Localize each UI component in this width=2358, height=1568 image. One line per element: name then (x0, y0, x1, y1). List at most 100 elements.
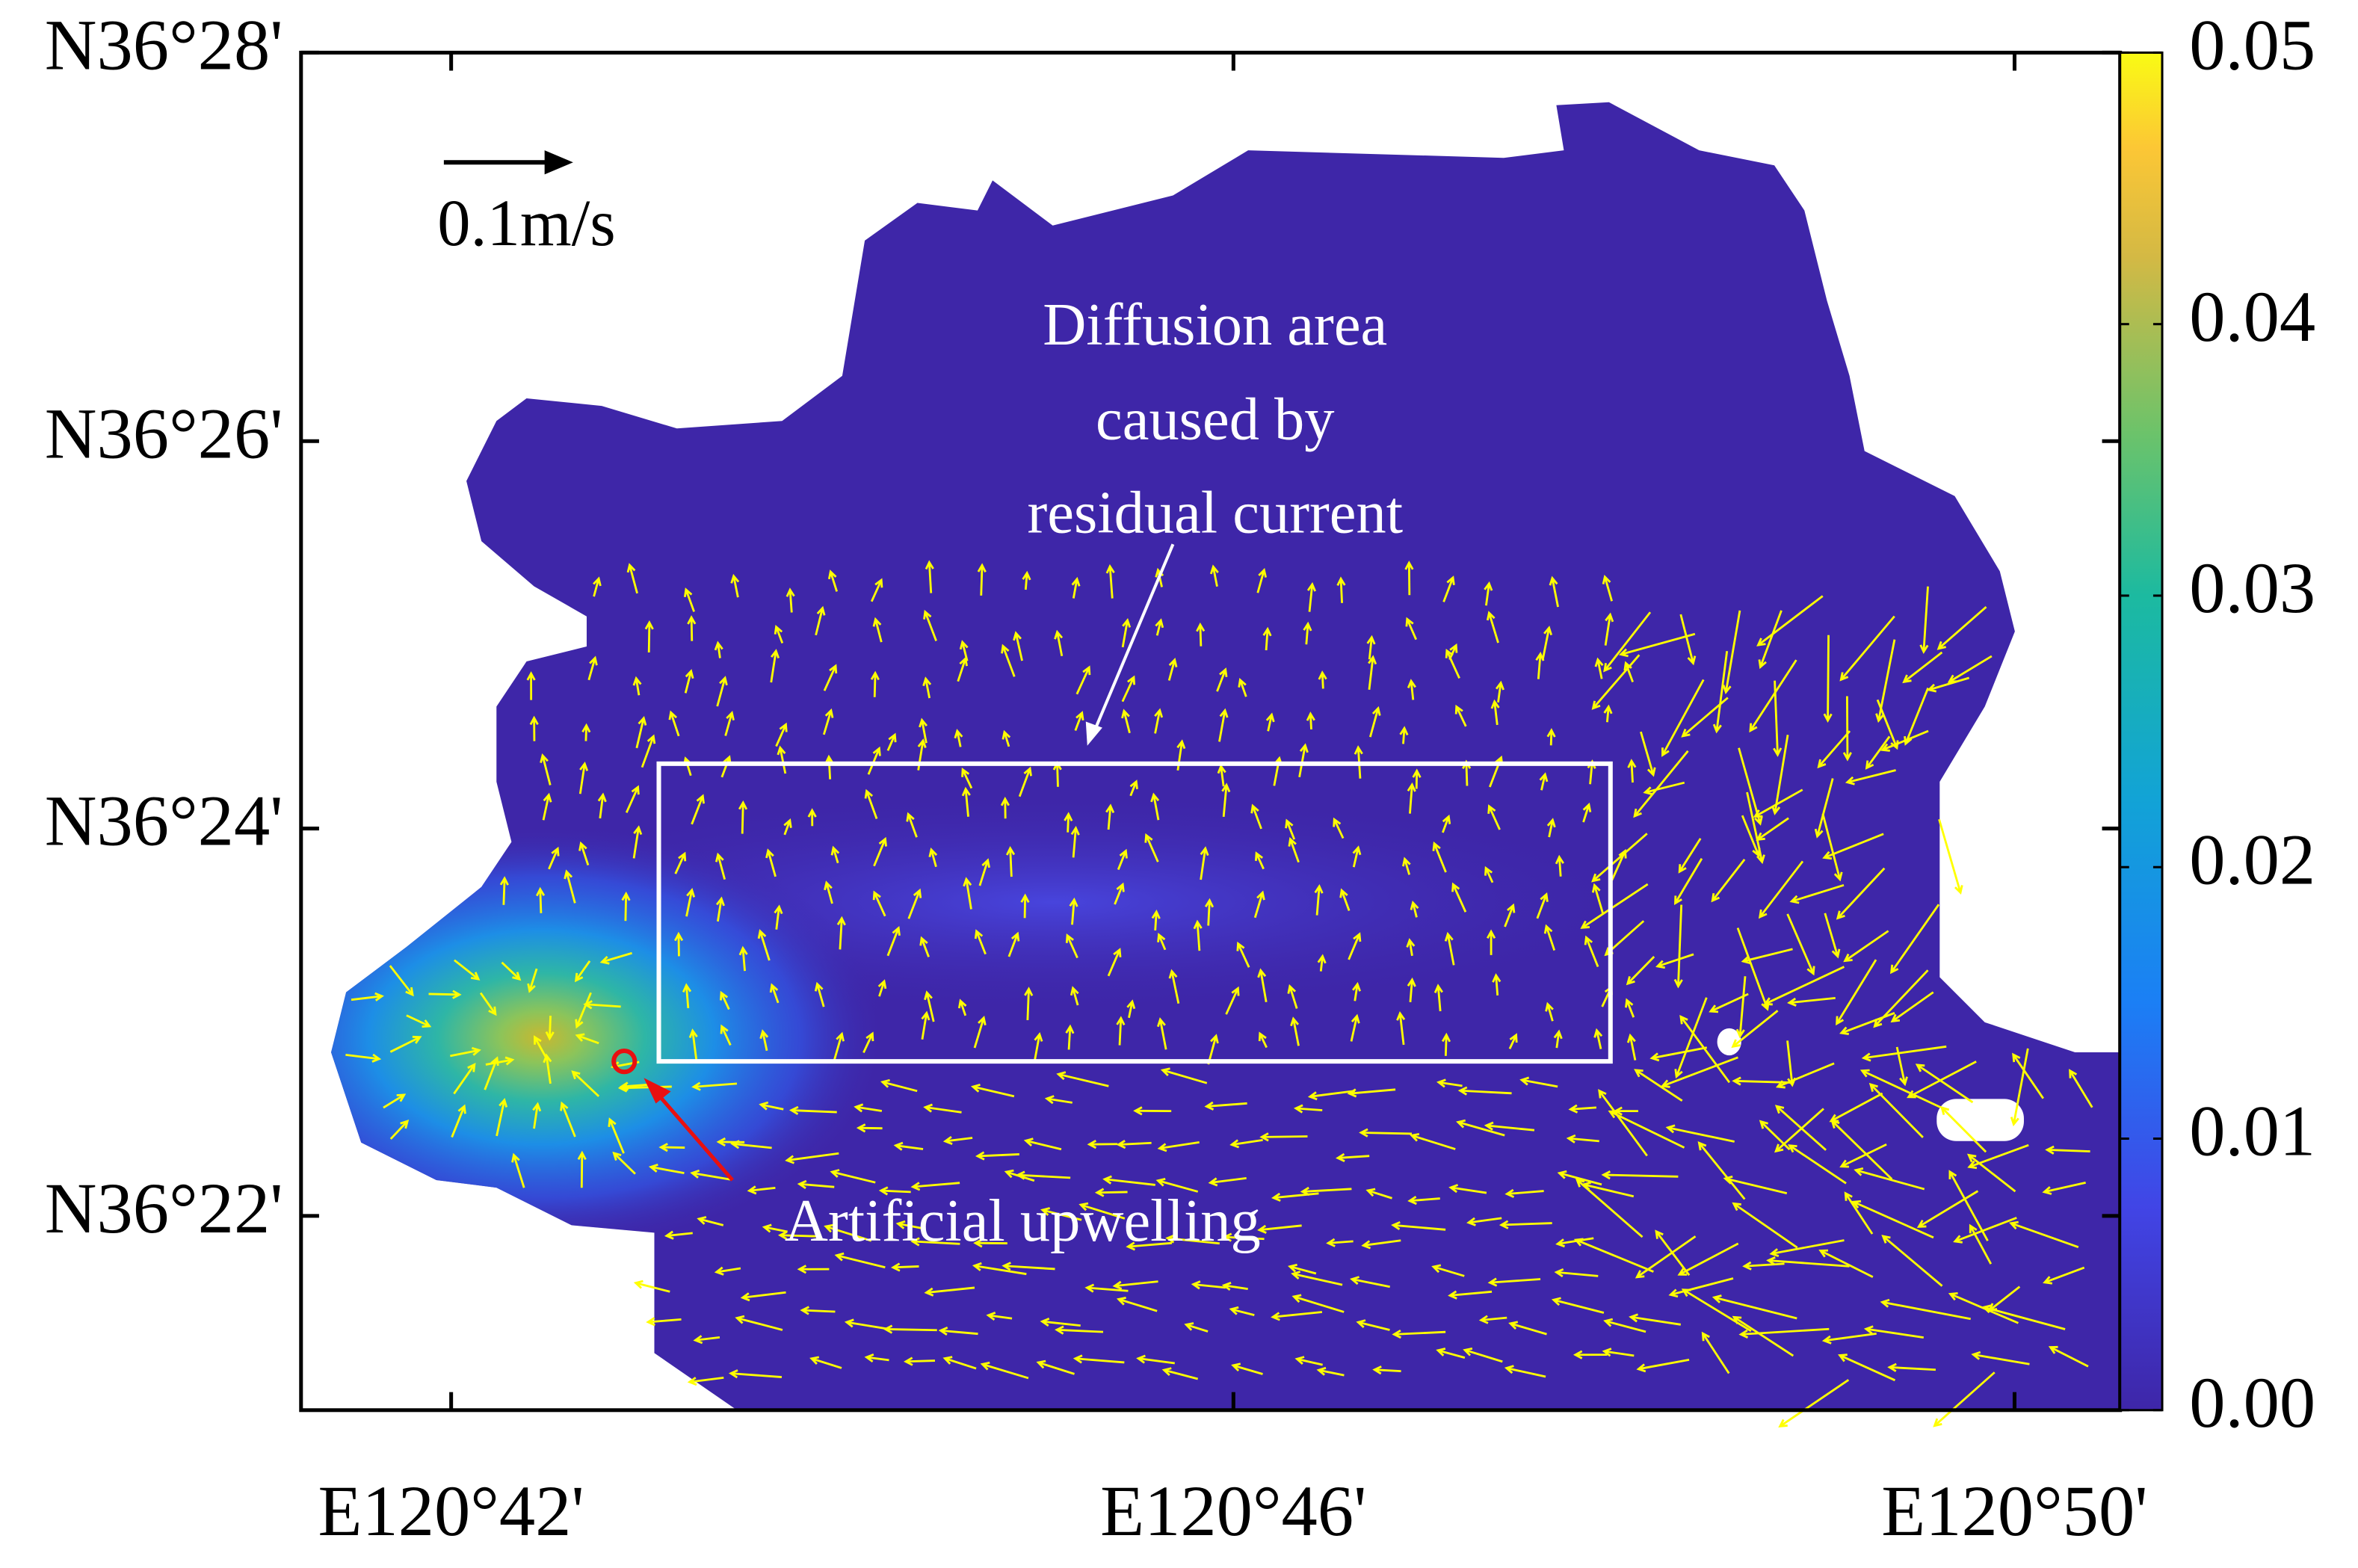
current-arrowhead (1484, 1121, 1494, 1131)
current-arrow (1786, 1040, 1794, 1085)
current-arrow (1273, 1192, 1319, 1200)
current-arrow (1450, 1186, 1487, 1194)
current-arrow (1791, 883, 1845, 903)
current-arrow (1734, 1079, 1791, 1084)
current-arrowhead (800, 1306, 809, 1315)
current-arrowhead (1723, 1175, 1733, 1185)
current-arrow (1025, 1139, 1062, 1151)
current-arrow (1710, 993, 1749, 1013)
current-arrow (732, 1143, 772, 1149)
current-arrowhead (1222, 1232, 1232, 1242)
current-arrowhead (1756, 832, 1765, 842)
current-arrow (1928, 676, 1970, 691)
current-arrowhead (1661, 747, 1670, 757)
current-arrow (823, 665, 837, 691)
current-arrowhead (1836, 910, 1845, 920)
current-arrow (1007, 933, 1019, 957)
current-arrowhead (1732, 1076, 1741, 1086)
current-arrow (1626, 955, 1655, 985)
current-arrowhead (1065, 1024, 1075, 1034)
current-arrowhead (730, 573, 740, 584)
current-arrow (1066, 935, 1078, 959)
current-arrow (1759, 1120, 1791, 1151)
current-arrow (1736, 927, 1769, 1010)
current-arrow (684, 670, 693, 694)
current-arrow (1630, 1315, 1682, 1326)
current-arrow (1464, 1348, 1503, 1363)
current-arrow (1238, 679, 1247, 697)
current-arrow (1831, 1120, 1893, 1180)
current-arrowhead (1168, 969, 1178, 979)
current-arrowhead (1602, 574, 1611, 584)
current-arrow (1096, 1191, 1128, 1194)
current-arrow (1406, 618, 1418, 641)
current-arrow (1670, 1277, 1734, 1296)
current-arrow (873, 892, 886, 917)
current-arrowhead (1629, 1313, 1639, 1323)
current-arrowhead (638, 715, 647, 726)
current-arrowhead (1221, 1282, 1232, 1291)
current-arrowhead (457, 1104, 466, 1114)
current-arrow (959, 1000, 967, 1016)
current-arrowhead (1116, 882, 1125, 892)
current-arrowhead (1024, 987, 1034, 996)
current-arrowhead (1168, 658, 1178, 667)
current-arrowhead (765, 848, 774, 859)
current-arrowhead (1742, 1261, 1752, 1271)
current-arrowhead (924, 1287, 934, 1297)
current-arrowhead (1116, 1016, 1126, 1026)
current-arrow (730, 1372, 783, 1378)
current-arrowhead (1231, 986, 1240, 996)
current-arrowhead (1144, 833, 1153, 843)
current-arrow (1551, 578, 1559, 608)
current-arrowhead (1626, 976, 1635, 986)
current-arrow (650, 1166, 685, 1175)
current-arrow (1292, 1018, 1300, 1046)
current-arrow (1354, 984, 1359, 1001)
current-arrow (1679, 614, 1694, 664)
current-arrowhead (1001, 643, 1010, 654)
current-arrowhead (1584, 935, 1593, 945)
current-arrow (1786, 913, 1815, 975)
current-arrowhead (726, 711, 735, 720)
current-arrow (1698, 1142, 1746, 1200)
current-arrowhead (2069, 1069, 2078, 1078)
island (1717, 1028, 1741, 1056)
current-arrow (548, 1015, 552, 1039)
current-arrowhead (1543, 924, 1553, 934)
current-arrow (685, 889, 694, 917)
current-arrowhead (631, 785, 640, 795)
current-arrowhead (844, 1318, 854, 1328)
current-arrowhead (1288, 836, 1297, 847)
current-arrowhead (1022, 570, 1031, 581)
current-arrowhead (1204, 1101, 1215, 1111)
current-arrow (1845, 1192, 1874, 1235)
current-arrow (501, 961, 521, 981)
current-arrowhead (719, 676, 728, 686)
current-arrowhead (777, 745, 786, 756)
current-arrow (716, 1267, 741, 1274)
current-arrow (1357, 1321, 1390, 1331)
current-arrow (1559, 1172, 1602, 1186)
current-arrowhead (617, 1083, 628, 1093)
current-arrow (880, 1189, 911, 1194)
current-arrowhead (1678, 864, 1687, 874)
current-arrow (920, 937, 930, 957)
current-arrowhead (1151, 910, 1161, 919)
current-arrowhead (644, 620, 654, 630)
current-arrow (816, 984, 825, 1007)
current-arrow (907, 890, 921, 919)
current-arrow (1118, 1018, 1123, 1046)
current-arrowhead (1580, 920, 1590, 929)
current-arrow (1072, 987, 1079, 1006)
current-arrowhead (769, 983, 779, 993)
current-arrow (1611, 850, 1626, 881)
current-arrow (661, 1146, 685, 1149)
current-arrow (1159, 1141, 1200, 1149)
current-arrow (977, 1153, 1019, 1158)
current-arrowhead (1677, 1268, 1688, 1276)
current-arrow (1853, 1200, 1934, 1239)
current-arrowhead (872, 890, 881, 901)
current-arrowhead (593, 576, 602, 587)
current-arrow (351, 995, 383, 1001)
